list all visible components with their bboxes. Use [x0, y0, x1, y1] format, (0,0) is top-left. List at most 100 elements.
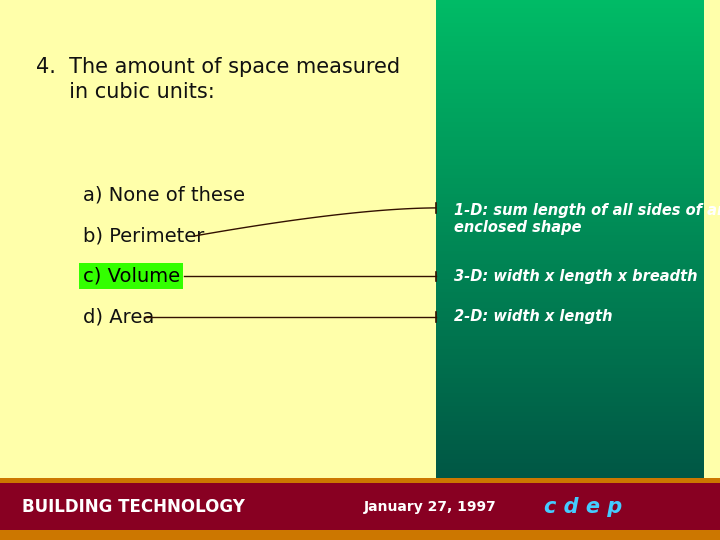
- Bar: [436, 321, 704, 323]
- Bar: [436, 161, 704, 163]
- Bar: [436, 51, 704, 53]
- Bar: [436, 76, 704, 78]
- Bar: [436, 108, 704, 110]
- Bar: [436, 251, 704, 253]
- Bar: [436, 55, 704, 57]
- Text: 4.  The amount of space measured: 4. The amount of space measured: [36, 57, 400, 77]
- Bar: [436, 420, 704, 421]
- Bar: [436, 78, 704, 80]
- Bar: [436, 148, 704, 150]
- Bar: [436, 349, 704, 351]
- Bar: [436, 173, 704, 174]
- Bar: [436, 382, 704, 383]
- Bar: [436, 44, 704, 45]
- Bar: [436, 178, 704, 180]
- Bar: [436, 442, 704, 444]
- Bar: [436, 188, 704, 190]
- Bar: [436, 125, 704, 127]
- Bar: [436, 89, 704, 91]
- Bar: [436, 427, 704, 429]
- Bar: [436, 437, 704, 438]
- Bar: [436, 387, 704, 389]
- Bar: [436, 186, 704, 188]
- Bar: [436, 402, 704, 404]
- Text: b) Perimeter: b) Perimeter: [83, 226, 204, 246]
- Bar: [436, 139, 704, 140]
- Bar: [0, 483, 720, 530]
- Bar: [436, 21, 704, 23]
- Bar: [436, 296, 704, 298]
- Bar: [436, 391, 704, 393]
- Bar: [436, 19, 704, 21]
- Bar: [436, 380, 704, 382]
- Bar: [436, 275, 704, 277]
- Bar: [436, 288, 704, 291]
- Bar: [436, 476, 704, 478]
- Bar: [436, 239, 704, 241]
- Bar: [436, 133, 704, 135]
- Bar: [436, 471, 704, 472]
- Bar: [436, 357, 704, 359]
- Bar: [436, 6, 704, 8]
- Bar: [436, 30, 704, 32]
- Bar: [436, 26, 704, 29]
- Bar: [436, 80, 704, 82]
- Bar: [436, 482, 704, 484]
- Bar: [436, 475, 704, 476]
- Bar: [436, 57, 704, 59]
- Bar: [436, 207, 704, 209]
- Bar: [436, 444, 704, 446]
- Bar: [436, 421, 704, 423]
- Bar: [436, 452, 704, 454]
- Bar: [436, 408, 704, 410]
- Bar: [436, 119, 704, 122]
- Bar: [436, 201, 704, 203]
- Bar: [436, 399, 704, 401]
- Bar: [436, 308, 704, 309]
- Bar: [436, 484, 704, 486]
- Bar: [436, 85, 704, 87]
- Bar: [436, 82, 704, 84]
- Bar: [436, 355, 704, 357]
- Bar: [436, 66, 704, 69]
- Bar: [436, 17, 704, 19]
- Bar: [436, 469, 704, 471]
- Bar: [436, 480, 704, 482]
- Bar: [436, 156, 704, 158]
- Bar: [436, 325, 704, 327]
- Bar: [436, 146, 704, 148]
- Bar: [436, 330, 704, 332]
- Bar: [436, 23, 704, 25]
- Bar: [436, 15, 704, 17]
- Bar: [436, 260, 704, 262]
- Bar: [436, 327, 704, 328]
- Bar: [436, 183, 704, 184]
- Bar: [436, 237, 704, 239]
- Bar: [436, 256, 704, 258]
- Bar: [436, 312, 704, 313]
- Bar: [436, 367, 704, 368]
- Bar: [436, 279, 704, 281]
- Bar: [436, 72, 704, 74]
- Bar: [436, 268, 704, 269]
- Bar: [436, 205, 704, 207]
- Bar: [436, 122, 704, 124]
- Bar: [436, 235, 704, 237]
- Bar: [436, 269, 704, 272]
- Bar: [436, 40, 704, 42]
- Bar: [436, 87, 704, 89]
- Bar: [436, 114, 704, 116]
- Bar: [436, 124, 704, 125]
- Bar: [436, 435, 704, 437]
- Bar: [436, 292, 704, 294]
- Bar: [436, 112, 704, 114]
- Bar: [436, 245, 704, 247]
- Bar: [436, 340, 704, 342]
- Bar: [436, 169, 704, 171]
- Bar: [436, 203, 704, 205]
- Bar: [436, 249, 704, 251]
- Bar: [436, 192, 704, 194]
- Bar: [436, 69, 704, 70]
- Bar: [436, 386, 704, 387]
- Bar: [436, 127, 704, 129]
